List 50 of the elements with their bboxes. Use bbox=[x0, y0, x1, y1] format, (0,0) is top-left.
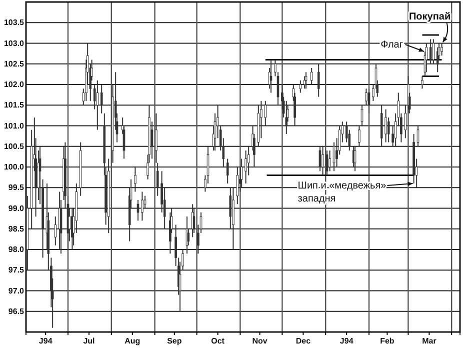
y-tick-label: 97.5 bbox=[8, 266, 25, 275]
x-tick-label: Jul bbox=[83, 336, 95, 346]
candlestick bbox=[134, 166, 136, 192]
x-tick-label: Dec bbox=[296, 336, 312, 346]
candlestick bbox=[440, 42, 443, 56]
x-tick-label: Aug bbox=[124, 336, 140, 346]
y-tick-label: 101.0 bbox=[4, 121, 25, 130]
y-tick-label: 102.0 bbox=[4, 80, 25, 90]
y-tick-label: 99.5 bbox=[8, 183, 25, 192]
y-tick-label: 99.0 bbox=[8, 204, 25, 213]
candlestick bbox=[310, 68, 313, 85]
candlestick bbox=[144, 195, 146, 209]
y-tick-label: 103.5 bbox=[4, 18, 25, 28]
candlestick bbox=[365, 88, 368, 106]
y-tick-label: 100.0 bbox=[4, 162, 25, 172]
annotation: Покупай bbox=[408, 11, 451, 22]
x-tick-label: Feb bbox=[380, 336, 394, 346]
x-tick-label: Nov bbox=[252, 336, 268, 346]
x-tick-label: Mar bbox=[422, 336, 436, 346]
candlestick bbox=[429, 38, 432, 64]
candlestick bbox=[244, 150, 247, 184]
candlestick bbox=[141, 191, 144, 222]
x-tick-label: J94 bbox=[38, 336, 53, 346]
candlestick bbox=[432, 38, 435, 64]
candlestick bbox=[54, 216, 57, 246]
y-tick-label: 100.5 bbox=[4, 142, 25, 151]
y-tick-label: 98.5 bbox=[8, 224, 25, 234]
x-tick-label: Sep bbox=[167, 336, 182, 346]
y-tick-label: 97.0 bbox=[8, 286, 25, 296]
candlestick bbox=[328, 150, 331, 172]
y-tick-label: 103.0 bbox=[4, 38, 25, 48]
candlestick bbox=[264, 100, 267, 126]
candlestick bbox=[285, 100, 288, 134]
x-tick-label: J94 bbox=[340, 336, 354, 346]
candlestick bbox=[384, 108, 387, 143]
y-tick-label: 102.5 bbox=[4, 59, 25, 68]
x-tick-label: Oct bbox=[211, 336, 225, 346]
candlestick bbox=[421, 76, 424, 90]
candlestick bbox=[236, 166, 239, 205]
candlestick bbox=[226, 158, 229, 184]
y-tick-label: 96.5 bbox=[8, 306, 25, 316]
candlestick bbox=[322, 146, 324, 176]
candlestick bbox=[317, 63, 320, 98]
candlestick bbox=[358, 125, 360, 147]
candlestick bbox=[96, 80, 99, 130]
y-tick-label: 98.0 bbox=[8, 245, 25, 254]
candlestick bbox=[318, 146, 322, 172]
candlestick bbox=[100, 84, 103, 114]
candlestick bbox=[299, 80, 302, 94]
y-tick-label: 101.5 bbox=[4, 100, 25, 110]
